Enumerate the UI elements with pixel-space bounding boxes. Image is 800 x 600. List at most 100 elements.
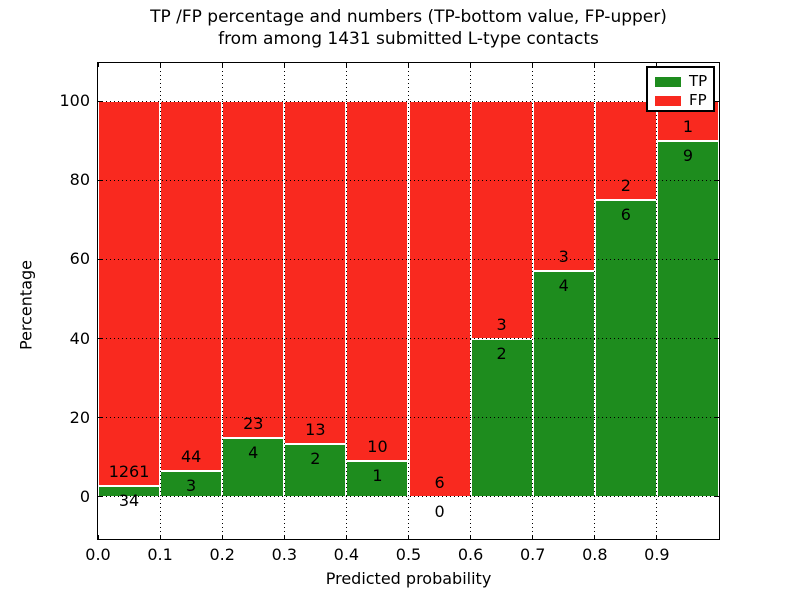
- tp-count-label: 6: [620, 205, 631, 225]
- legend-item-tp: TP: [648, 72, 713, 91]
- y-tick: [98, 100, 102, 102]
- x-tick: [98, 63, 99, 67]
- tp-count-label: 4: [558, 275, 569, 295]
- x-tick-label: 0.9: [644, 545, 670, 564]
- y-tick: [98, 179, 102, 181]
- fp-bar-segment: [532, 101, 595, 271]
- fp-count-label: 3: [558, 246, 569, 266]
- x-tick: [718, 535, 719, 539]
- tp-count-label: 2: [496, 343, 507, 363]
- fp-bar-segment: [160, 101, 223, 472]
- fp-count-label: 1: [682, 116, 694, 136]
- y-tick-label: 80: [69, 170, 90, 190]
- tp-bar-segment: [284, 443, 347, 497]
- legend: TP FP: [646, 66, 715, 112]
- x-tick: [532, 63, 534, 67]
- y-gridline: [98, 417, 719, 419]
- legend-label-fp: FP: [689, 91, 707, 109]
- x-gridline: [656, 63, 658, 539]
- tp-count-label: 4: [248, 443, 259, 463]
- x-axis-label: Predicted probability: [325, 569, 492, 588]
- tp-bar-segment: [98, 486, 161, 497]
- y-tick: [98, 338, 102, 340]
- tp-count-label: 1: [372, 465, 383, 485]
- x-tick-label: 0.2: [209, 545, 235, 564]
- y-gridline: [98, 258, 719, 260]
- x-tick: [408, 535, 409, 539]
- tp-bar-segment: [594, 200, 657, 497]
- tp-bar-segment: [532, 270, 595, 497]
- x-tick: [470, 63, 472, 67]
- tp-bar-segment: [346, 460, 409, 497]
- y-tick-label: 40: [69, 328, 90, 348]
- tp-count-label: 0: [434, 501, 445, 521]
- fp-bar-segment: [284, 101, 347, 444]
- chart-title: TP /FP percentage and numbers (TP-bottom…: [97, 6, 720, 50]
- x-gridline: [532, 63, 534, 539]
- x-tick: [221, 63, 223, 67]
- fp-bar-segment: [470, 101, 533, 339]
- x-tick: [159, 535, 161, 539]
- tp-count-label: 2: [310, 448, 321, 468]
- x-gridline: [159, 63, 161, 539]
- tp-bar-segment: [656, 140, 719, 497]
- y-tick: [715, 496, 719, 498]
- y-tick: [715, 258, 719, 260]
- y-gridline: [98, 179, 719, 181]
- y-tick: [715, 338, 719, 340]
- fp-count-label: 44: [180, 447, 202, 467]
- x-gridline: [594, 63, 596, 539]
- x-tick: [408, 63, 409, 67]
- x-tick: [532, 535, 534, 539]
- fp-count-label: 1261: [108, 462, 150, 482]
- tp-count-label: 9: [682, 145, 694, 165]
- x-tick: [345, 535, 347, 539]
- y-tick: [715, 100, 719, 102]
- x-tick: [283, 535, 285, 539]
- fp-bar-segment: [408, 101, 471, 497]
- fp-bar-segment: [222, 101, 285, 439]
- x-tick-label: 0.6: [457, 545, 484, 564]
- x-tick-label: 0.3: [271, 545, 298, 564]
- tp-count-label: 3: [186, 476, 197, 496]
- x-tick: [221, 535, 223, 539]
- legend-swatch-fp-icon: [655, 95, 681, 106]
- x-tick: [283, 63, 285, 67]
- x-tick: [656, 63, 658, 67]
- tp-bar-segment: [160, 471, 223, 497]
- legend-item-fp: FP: [648, 91, 713, 110]
- x-tick: [594, 63, 596, 67]
- x-tick: [159, 63, 161, 67]
- x-tick: [98, 535, 99, 539]
- x-tick-label: 0.5: [395, 545, 422, 564]
- x-gridline: [408, 63, 409, 539]
- x-tick-label: 0.7: [519, 545, 546, 564]
- y-tick: [715, 179, 719, 181]
- x-tick-label: 0.0: [85, 545, 111, 564]
- x-tick-label: 0.1: [147, 545, 173, 564]
- fp-bar-segment: [98, 101, 161, 487]
- y-gridline: [98, 338, 719, 340]
- x-tick-label: 0.4: [333, 545, 360, 564]
- y-gridline: [98, 100, 719, 102]
- fp-count-label: 13: [305, 419, 326, 439]
- y-tick-label: 60: [69, 249, 90, 269]
- fp-count-label: 3: [496, 314, 507, 334]
- y-tick: [98, 258, 102, 260]
- x-tick: [345, 63, 347, 67]
- x-tick: [718, 63, 719, 67]
- fp-count-label: 23: [243, 414, 264, 434]
- x-tick: [594, 535, 596, 539]
- x-gridline: [283, 63, 285, 539]
- fp-bar-segment: [594, 101, 657, 201]
- y-tick: [98, 417, 102, 419]
- legend-label-tp: TP: [689, 72, 708, 90]
- fp-count-label: 2: [620, 176, 631, 196]
- x-gridline: [470, 63, 472, 539]
- x-tick-label: 0.8: [582, 545, 608, 564]
- y-tick: [98, 496, 102, 498]
- chart-title-line2: from among 1431 submitted L-type contact…: [218, 29, 599, 49]
- y-tick: [715, 417, 719, 419]
- y-tick-label: 100: [59, 91, 90, 111]
